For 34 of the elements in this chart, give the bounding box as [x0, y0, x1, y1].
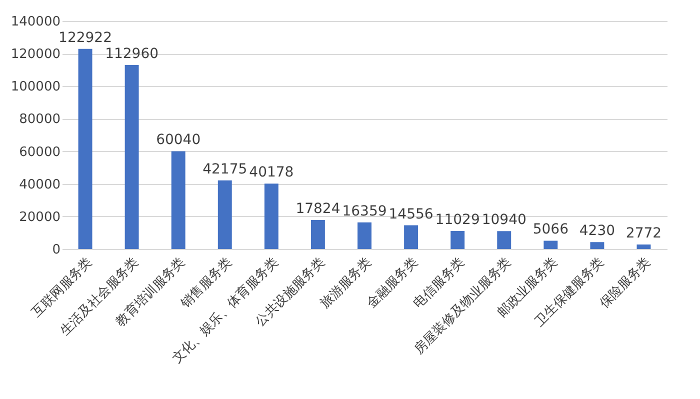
bar	[310, 220, 325, 249]
bar	[78, 48, 92, 249]
y-tick-label: 120000	[10, 47, 60, 62]
y-tick-label: 140000	[10, 14, 60, 30]
data-label: 16359	[342, 203, 387, 220]
bar	[404, 225, 418, 249]
bar	[264, 184, 278, 249]
data-label: 11029	[435, 212, 480, 228]
bar	[171, 151, 186, 249]
y-tick-label: 60000	[19, 144, 60, 160]
bar	[497, 231, 512, 249]
data-label: 4230	[579, 223, 616, 240]
data-label: 17824	[296, 200, 340, 217]
bar	[358, 222, 372, 249]
bar	[636, 244, 651, 249]
data-label: 122922	[58, 30, 112, 46]
bar	[124, 65, 139, 249]
data-label: 5066	[532, 222, 569, 238]
data-label: 112960	[105, 46, 159, 62]
data-label: 10940	[482, 212, 526, 228]
y-tick-label: 0	[52, 242, 60, 258]
data-label: 60040	[156, 132, 201, 148]
bar	[450, 231, 465, 249]
y-tick-label: 80000	[19, 112, 60, 128]
bar	[590, 242, 604, 249]
bar	[218, 180, 232, 249]
y-tick-label: 40000	[19, 177, 60, 192]
data-label: 40178	[249, 164, 294, 181]
data-label: 14556	[388, 206, 434, 222]
bar	[544, 240, 558, 249]
y-tick-label: 20000	[19, 210, 60, 225]
y-tick-label: 100000	[10, 80, 60, 95]
data-label: 42175	[202, 161, 248, 178]
data-label: 2772	[626, 225, 662, 242]
